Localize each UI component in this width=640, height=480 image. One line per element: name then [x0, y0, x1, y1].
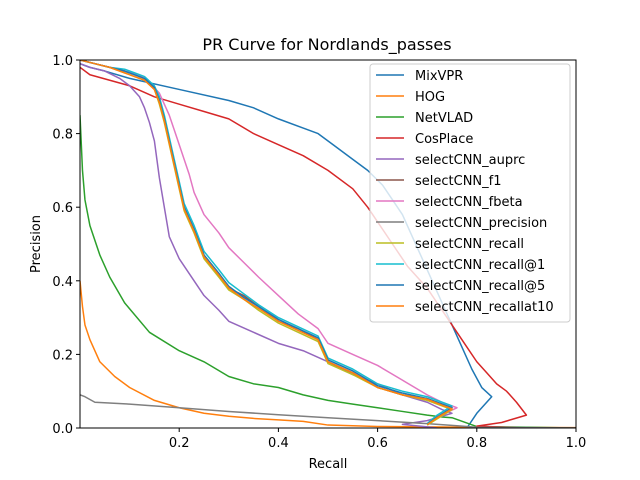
legend-entry: selectCNN_recall: [415, 237, 524, 252]
legend-entry: selectCNN_fbeta: [415, 195, 523, 210]
x-tick-label: 0.4: [268, 436, 289, 451]
legend-entry: CosPlace: [415, 132, 473, 147]
plot-frame: [79, 59, 577, 429]
legend-entry: NetVLAD: [415, 111, 473, 126]
y-axis-ticks: 0.0 0.2 0.4 0.6 0.8 1.0: [52, 54, 80, 437]
x-tick-label: 1.0: [566, 436, 587, 451]
y-tick-label: 0.2: [52, 348, 73, 363]
legend-entry: selectCNN_recall@1: [415, 258, 545, 273]
x-tick-label: 0.6: [367, 436, 388, 451]
series-line-netvlad: [80, 115, 576, 428]
legend-entry: MixVPR: [415, 69, 463, 84]
x-axis-ticks: 0.2 0.4 0.6 0.8 1.0: [169, 428, 586, 451]
x-axis-label: Recall: [309, 457, 348, 472]
chart-title: PR Curve for Nordlands_passes: [202, 35, 451, 55]
series-line-selectcnn-recall-1: [80, 60, 453, 425]
series-line-selectcnn-precision: [80, 394, 576, 428]
series-line-selectcnn-recall-5: [80, 60, 453, 425]
legend-entry: selectCNN_recall@5: [415, 279, 545, 294]
series-line-selectcnn-recallat10: [80, 60, 453, 426]
y-tick-label: 1.0: [52, 54, 73, 69]
legend-box: [369, 63, 571, 323]
legend-entry: selectCNN_auprc: [415, 153, 525, 168]
legend-entry: selectCNN_f1: [415, 174, 502, 189]
y-axis-label: Precision: [29, 215, 44, 273]
x-tick-label: 0.8: [466, 436, 487, 451]
legend-entry: selectCNN_precision: [415, 216, 547, 231]
x-tick-label: 0.2: [169, 436, 190, 451]
plot-area: [79, 59, 577, 429]
y-tick-label: 0.0: [52, 422, 73, 437]
y-tick-label: 0.8: [52, 128, 73, 143]
y-tick-label: 0.4: [52, 275, 73, 290]
y-tick-label: 0.6: [52, 201, 73, 216]
series-group: [80, 60, 576, 428]
series-line-hog: [80, 280, 576, 428]
legend-entry: HOG: [415, 90, 445, 105]
legend: MixVPR HOG NetVLAD CosPlace selectCNN_auprcs…: [369, 63, 571, 323]
legend-entry: selectCNN_recallat10: [415, 300, 554, 315]
series-line-selectcnn-auprc: [80, 62, 453, 428]
